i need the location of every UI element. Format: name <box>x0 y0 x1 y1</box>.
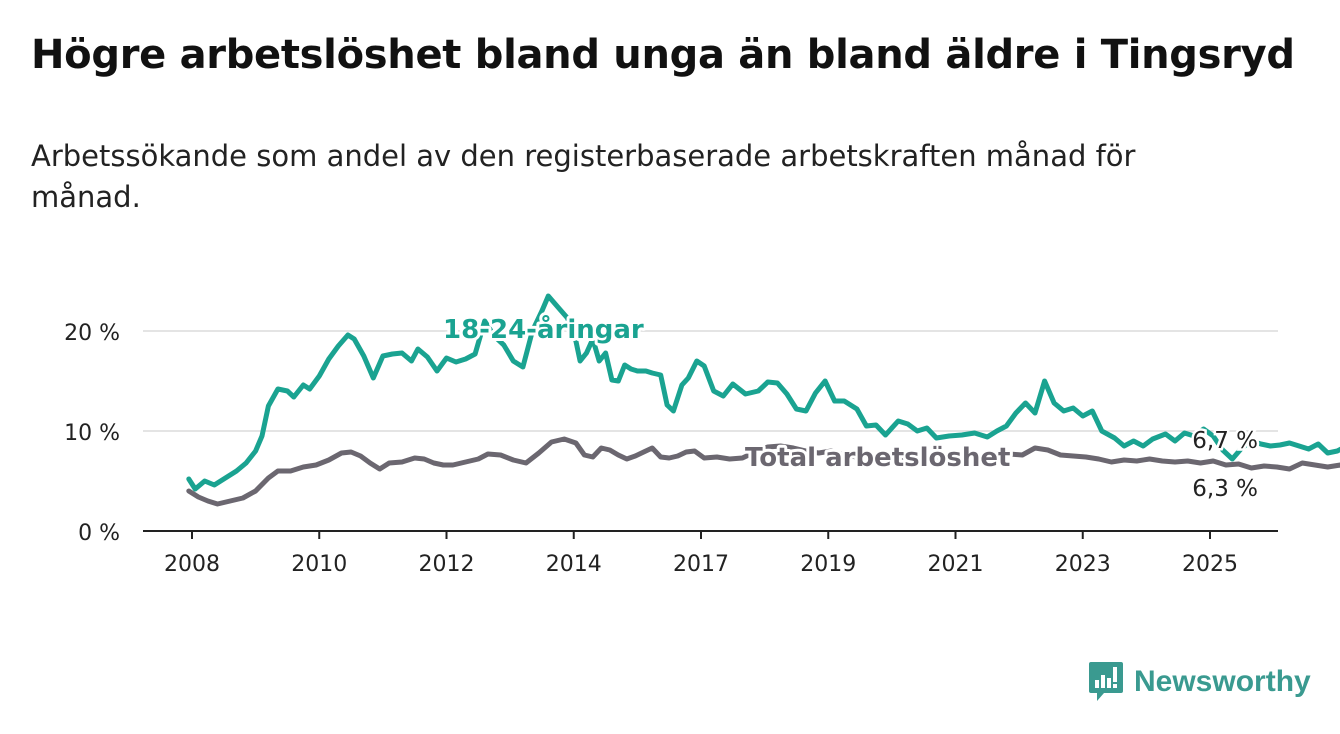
y-tick-label: 0 % <box>78 521 120 546</box>
series-name-label-total: Total arbetslöshet <box>745 443 1010 473</box>
y-axis-tick-labels: 0 % 10 % 20 % <box>64 321 120 546</box>
x-tick-label: 2012 <box>419 552 475 577</box>
x-tick-label: 2019 <box>800 552 856 577</box>
end-value-label-total: 6,3 % <box>1192 476 1258 502</box>
chart-gridlines <box>143 330 1278 532</box>
x-tick-label: 2008 <box>164 552 220 577</box>
series-line-youth <box>186 293 1340 492</box>
x-tick-label: 2017 <box>673 552 729 577</box>
chart-subtitle: Arbetssökande som andel av den registerb… <box>31 139 1136 214</box>
chart-series <box>186 293 1340 507</box>
y-tick-label: 20 % <box>64 321 120 346</box>
series-name-label-youth: 18-24-åringar <box>443 313 644 345</box>
newsworthy-logo: Newsworthy <box>1088 661 1311 703</box>
x-axis-tick-labels: 2008 2010 2012 2014 2017 2019 2021 2023 2025 <box>164 531 1238 577</box>
x-tick-label: 2014 <box>546 552 602 577</box>
series-line-total <box>186 436 1340 507</box>
newsworthy-logo-icon <box>1089 662 1123 701</box>
x-tick-label: 2023 <box>1055 552 1111 577</box>
x-tick-label: 2021 <box>928 552 984 577</box>
series-labels: 18-24-åringar Total arbetslöshet 6,7 % 6,3 … <box>440 310 1261 505</box>
newsworthy-wordmark: Newsworthy <box>1134 665 1311 698</box>
x-tick-label: 2010 <box>291 552 347 577</box>
y-tick-label: 10 % <box>64 421 120 446</box>
end-value-label-youth: 6,7 % <box>1192 428 1258 454</box>
x-tick-label: 2025 <box>1182 552 1238 577</box>
chart-title: Högre arbetslöshet bland unga än bland ä… <box>31 32 1295 78</box>
